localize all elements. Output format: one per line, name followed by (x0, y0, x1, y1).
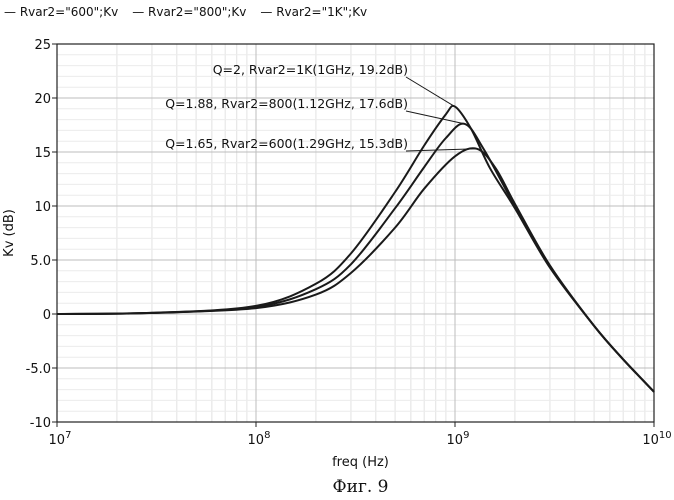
annotation-label: Q=2, Rvar2=1K(1GHz, 19.2dB) (213, 62, 408, 77)
legend-item: — Rvar2="600";Kv (4, 5, 118, 19)
y-tick-label: 10 (34, 200, 51, 215)
x-tick-label: 109 (447, 430, 470, 448)
y-axis-ticks: 25 20 15 10 5.0 0 -5.0 -10 (26, 38, 57, 431)
y-tick-label: 5.0 (30, 254, 51, 269)
x-tick-label: 107 (49, 430, 72, 448)
legend: — Rvar2="600";Kv — Rvar2="800";Kv — Rvar2=… (4, 5, 367, 19)
series-line (57, 124, 654, 392)
figure-caption: Фиг. 9 (333, 477, 389, 497)
y-tick-label: -10 (30, 416, 51, 431)
y-tick-label: 0 (43, 308, 51, 323)
annotation-label: Q=1.65, Rvar2=600(1.29GHz, 15.3dB) (165, 136, 408, 151)
x-tick-label: 108 (248, 430, 271, 448)
annotation-leader (406, 77, 455, 107)
legend-item: — Rvar2="1K";Kv (260, 5, 367, 19)
y-tick-label: 25 (34, 38, 51, 53)
legend-item: — Rvar2="800";Kv (132, 5, 246, 19)
y-tick-label: 20 (34, 92, 51, 107)
y-tick-label: -5.0 (26, 362, 51, 377)
x-axis-label: freq (Hz) (332, 455, 389, 470)
y-axis-label: Kv (dB) (2, 209, 17, 257)
x-axis-ticks: 107 108 109 1010 (49, 422, 672, 448)
y-tick-label: 15 (34, 146, 51, 161)
chart: — Rvar2="600";Kv — Rvar2="800";Kv — Rvar2=… (0, 0, 674, 500)
annotation-label: Q=1.88, Rvar2=800(1.12GHz, 17.6dB) (165, 96, 408, 111)
x-tick-label: 1010 (642, 430, 671, 448)
